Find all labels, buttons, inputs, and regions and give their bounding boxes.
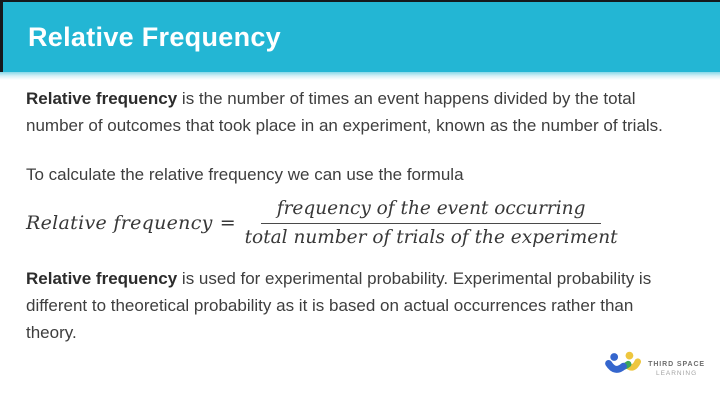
usage-paragraph: Relative frequency is used for experimen…: [26, 265, 686, 346]
usage-bold-lead: Relative frequency: [26, 268, 178, 288]
left-border: [0, 0, 3, 78]
usage-text: is used for experimental probability. Ex…: [26, 268, 652, 342]
formula-equals-sign: =: [219, 212, 236, 235]
intro-bold-lead: Relative frequency: [26, 89, 178, 108]
formula-intro-text: To calculate the relative frequency we c…: [26, 165, 464, 184]
intro-paragraph: Relative frequency is the number of time…: [26, 85, 686, 139]
page-title: Relative Frequency: [28, 21, 282, 52]
relative-frequency-formula: Relative frequency = frequency of the ev…: [26, 198, 692, 249]
formula-fraction: frequency of the event occurring total n…: [245, 198, 618, 249]
top-border: [0, 0, 720, 2]
header: Relative Frequency: [0, 2, 720, 72]
header-divider: [0, 72, 720, 80]
logo-line-1: THIRD SPACE: [648, 361, 705, 369]
logo-wordmark: THIRD SPACE LEARNING: [648, 361, 705, 378]
intro-text: is the number of times an event happens …: [26, 89, 663, 135]
formula-lhs: Relative frequency: [26, 212, 213, 235]
third-space-learning-logo: THIRD SPACE LEARNING: [604, 351, 705, 388]
content: Relative frequency is the number of time…: [26, 79, 692, 346]
logo-line-2: LEARNING: [655, 369, 698, 377]
formula-denominator: total number of trials of the experiment: [244, 226, 618, 248]
formula-numerator: frequency of the event occurring: [260, 198, 602, 224]
third-space-learning-logo-icon: [605, 351, 642, 373]
